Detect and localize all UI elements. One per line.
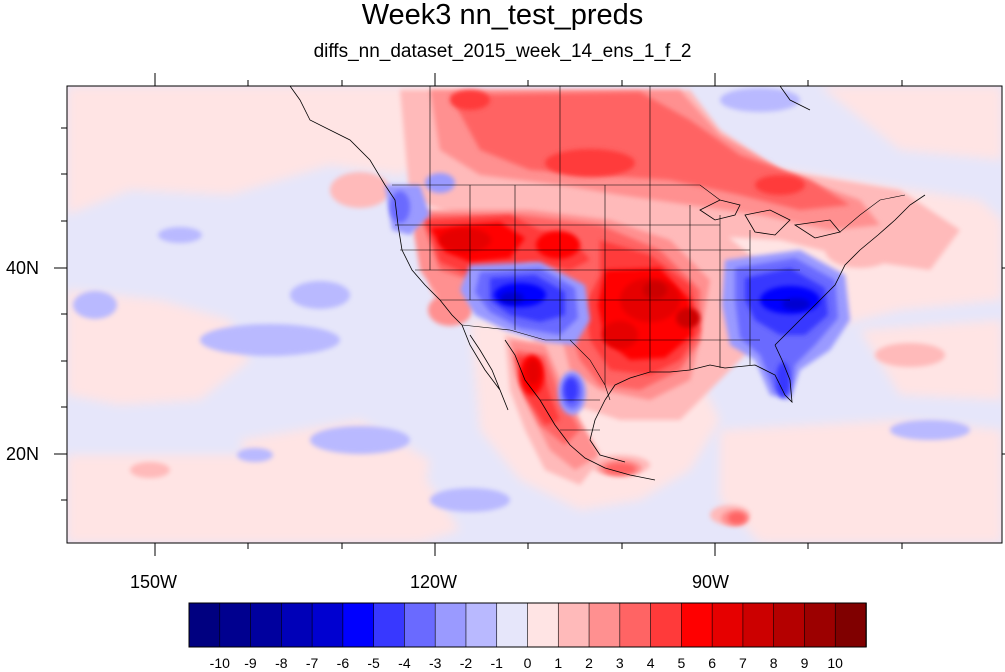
colorbar-label: 0 [523, 655, 532, 671]
colorbar-box [804, 602, 837, 648]
colorbar-label: -4 [398, 655, 411, 671]
colorbar-box [496, 602, 529, 648]
colorbar-label: -2 [459, 655, 473, 671]
colorbar-box [619, 602, 652, 648]
map-title: Week3 nn_test_preds [361, 0, 644, 31]
colorbar-box [773, 602, 806, 648]
coastlines [289, 86, 926, 481]
lat-label-20n: 20N [6, 444, 40, 464]
colorbar-label: 3 [615, 655, 624, 671]
colorbar-box [650, 602, 683, 648]
colorbar [188, 602, 867, 648]
colorbar-box [557, 602, 590, 648]
colorbar-box [834, 602, 867, 648]
colorbar-box [465, 602, 498, 648]
colorbar-box [711, 602, 744, 648]
colorbar-box [311, 602, 344, 648]
colorbar-box [742, 602, 775, 648]
colorbar-label: -3 [428, 655, 442, 671]
colorbar-box [342, 602, 375, 648]
colorbar-label: 4 [646, 655, 655, 671]
colorbar-box [219, 602, 252, 648]
colorbar-box [250, 602, 283, 648]
colorbar-label: 2 [585, 655, 593, 671]
lat-label-40n: 40N [6, 258, 40, 278]
colorbar-label: -5 [367, 655, 380, 671]
colorbar-box [434, 602, 467, 648]
map-subtitle: diffs_nn_dataset_2015_week_14_ens_1_f_2 [313, 41, 692, 62]
colorbar-label: -10 [209, 655, 230, 671]
lon-label-150w: 150W [130, 572, 178, 592]
political-boundaries [392, 86, 906, 431]
colorbar-label: -8 [275, 655, 288, 671]
colorbar-label: 8 [769, 655, 778, 671]
colorbar-label: 9 [800, 655, 809, 671]
colorbar-box [588, 602, 621, 648]
colorbar-box [281, 602, 313, 648]
anomaly-field [67, 86, 1002, 543]
colorbar-box [681, 602, 713, 648]
colorbar-label: 10 [827, 655, 843, 671]
colorbar-label: -6 [336, 655, 350, 671]
colorbar-label: 7 [738, 655, 747, 671]
colorbar-label: -7 [305, 655, 319, 671]
colorbar-box [404, 602, 436, 648]
tick-marks [54, 73, 1005, 556]
colorbar-label: -1 [490, 655, 503, 671]
lon-label-90w: 90W [692, 572, 730, 592]
colorbar-label: 6 [708, 655, 716, 671]
colorbar-label: 1 [554, 655, 563, 671]
colorbar-box [527, 602, 560, 648]
colorbar-label: 5 [677, 655, 686, 671]
colorbar-label: -9 [244, 655, 257, 671]
colorbar-box [373, 602, 406, 648]
colorbar-box [188, 602, 221, 648]
lon-label-120w: 120W [410, 572, 458, 592]
